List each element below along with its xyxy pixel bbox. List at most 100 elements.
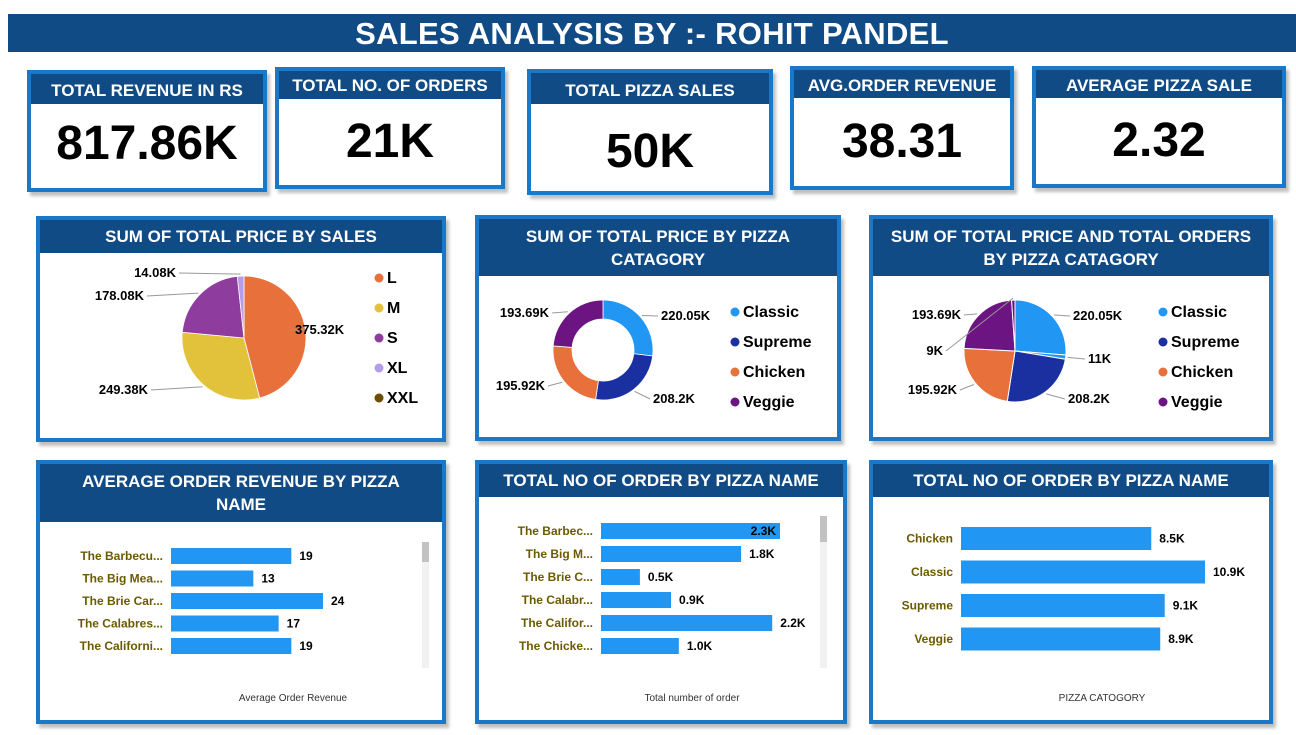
scrollbar[interactable] bbox=[422, 542, 429, 668]
category-label: Chicken bbox=[906, 532, 953, 546]
data-label: 0.9K bbox=[679, 593, 705, 607]
kpi-label: TOTAL REVENUE IN RS bbox=[31, 74, 263, 104]
bar bbox=[601, 569, 640, 585]
kpi-label: TOTAL PIZZA SALES bbox=[531, 73, 769, 104]
scrollbar-thumb[interactable] bbox=[820, 516, 827, 542]
leader-line bbox=[1067, 356, 1086, 360]
chart-title: SUM OF TOTAL PRICE AND TOTAL ORDERS BY P… bbox=[873, 219, 1269, 276]
scrollbar-thumb[interactable] bbox=[422, 542, 429, 562]
leader-line bbox=[547, 381, 563, 387]
legend-marker bbox=[730, 367, 740, 377]
data-label: 8.5K bbox=[1159, 532, 1185, 546]
data-label: 0.5K bbox=[648, 570, 674, 584]
leader-line bbox=[1046, 393, 1066, 400]
category-label: Supreme bbox=[902, 599, 954, 613]
pie-chart-price-and-orders: SUM OF TOTAL PRICE AND TOTAL ORDERS BY P… bbox=[869, 215, 1273, 441]
data-label: 2.3K bbox=[751, 524, 777, 538]
legend-marker bbox=[374, 363, 384, 373]
category-label: The Big M... bbox=[526, 547, 593, 561]
leader-line bbox=[146, 292, 199, 297]
category-label: The Brie C... bbox=[523, 570, 593, 584]
kpi-label: TOTAL NO. OF ORDERS bbox=[279, 71, 501, 99]
kpi-card-avg-order-revenue: AVG.ORDER REVENUE 38.31 bbox=[790, 66, 1014, 190]
chart-title: SUM OF TOTAL PRICE BY PIZZA CATAGORY bbox=[479, 219, 837, 276]
data-label: 9.1K bbox=[1173, 599, 1199, 613]
data-label: 220.05K bbox=[661, 308, 711, 323]
leader-line bbox=[178, 272, 241, 275]
category-label: The Chicke... bbox=[519, 639, 593, 653]
data-label: 19 bbox=[299, 639, 313, 653]
bar bbox=[171, 570, 254, 587]
scrollbar[interactable] bbox=[820, 516, 827, 668]
category-label: The Calabres... bbox=[78, 617, 163, 631]
legend-label: Veggie bbox=[743, 394, 795, 411]
legend-marker bbox=[374, 393, 384, 403]
data-label: 208.2K bbox=[1068, 391, 1111, 406]
chart-title: SUM OF TOTAL PRICE BY SALES bbox=[40, 220, 442, 253]
data-label: 195.92K bbox=[496, 378, 546, 393]
kpi-label: AVG.ORDER REVENUE bbox=[794, 70, 1010, 98]
pie-slice-classic bbox=[1014, 299, 1067, 356]
bar bbox=[961, 594, 1165, 617]
category-label: The Big Mea... bbox=[82, 572, 163, 586]
x-axis-label: Average Order Revenue bbox=[239, 693, 348, 704]
data-label: 1.0K bbox=[687, 639, 713, 653]
data-label: 1.8K bbox=[749, 547, 775, 561]
leader-line bbox=[945, 297, 1014, 352]
category-label: Veggie bbox=[914, 632, 953, 646]
x-axis-label: Total number of order bbox=[644, 693, 740, 704]
pie-slice-veggie bbox=[963, 299, 1016, 352]
legend-label: S bbox=[387, 330, 398, 347]
pie-chart-price-by-size: SUM OF TOTAL PRICE BY SALES 375.32K 249.3… bbox=[36, 216, 446, 442]
kpi-value: 38.31 bbox=[841, 115, 963, 168]
category-label: Classic bbox=[911, 565, 953, 579]
kpi-card-average-pizza-sale: AVERAGE PIZZA SALE 2.32 bbox=[1032, 66, 1286, 188]
x-axis-label: PIZZA CATOGORY bbox=[1059, 693, 1146, 704]
dashboard-title: SALES ANALYSIS BY :- ROHIT PANDEL bbox=[8, 14, 1296, 52]
chart-title: AVERAGE ORDER REVENUE BY PIZZA NAME bbox=[40, 464, 442, 522]
leader-line bbox=[959, 384, 975, 391]
bar bbox=[171, 638, 292, 654]
legend-marker bbox=[1158, 397, 1168, 407]
leader-line bbox=[963, 313, 978, 316]
chart-title: TOTAL NO OF ORDER BY PIZZA NAME bbox=[479, 464, 843, 497]
donut-slice-classic bbox=[602, 299, 654, 357]
legend-label: XXL bbox=[387, 390, 418, 407]
legend-marker bbox=[1158, 367, 1168, 377]
data-label: 11K bbox=[1088, 351, 1112, 366]
category-label: The Califor... bbox=[521, 616, 593, 630]
category-label: The Barbec... bbox=[518, 524, 593, 538]
legend-label: Supreme bbox=[743, 334, 812, 351]
bar bbox=[961, 527, 1152, 550]
bar bbox=[171, 615, 279, 632]
data-label: 193.69K bbox=[912, 307, 962, 322]
legend-marker bbox=[374, 303, 384, 313]
category-label: The Calabr... bbox=[522, 593, 593, 607]
pie-slice-supreme bbox=[1006, 350, 1066, 403]
kpi-card-total-pizza-sales: TOTAL PIZZA SALES 50K bbox=[527, 69, 773, 195]
pie-chart-svg: 220.05K 208.2K 195.92K 193.69K 11K 9K Classic S… bbox=[908, 297, 1240, 411]
legend-label: Supreme bbox=[1171, 334, 1240, 351]
pie-slice-veggie-orders bbox=[1011, 299, 1016, 352]
data-label: 9K bbox=[926, 343, 943, 358]
data-label: 17 bbox=[287, 617, 301, 631]
legend-marker bbox=[730, 337, 740, 347]
chart-title: TOTAL NO OF ORDER BY PIZZA NAME bbox=[873, 464, 1269, 497]
bar-chart-orders-by-category: TOTAL NO OF ORDER BY PIZZA NAME Chicken 8… bbox=[869, 460, 1273, 724]
data-label: 14.08K bbox=[134, 265, 177, 280]
legend-label: Classic bbox=[1171, 304, 1227, 321]
legend-label: Classic bbox=[743, 304, 799, 321]
bar bbox=[961, 627, 1161, 651]
donut-slice-supreme bbox=[595, 353, 654, 401]
donut-chart-price-by-category: SUM OF TOTAL PRICE BY PIZZA CATAGORY 220… bbox=[475, 215, 841, 441]
leader-line bbox=[634, 390, 651, 400]
data-label: 220.05K bbox=[1073, 308, 1123, 323]
pie-slice-m bbox=[181, 331, 261, 401]
legend-marker bbox=[730, 397, 740, 407]
kpi-value: 21K bbox=[345, 115, 435, 168]
data-label: 375.32K bbox=[295, 322, 345, 337]
data-label: 178.08K bbox=[95, 288, 145, 303]
bar-chart-avg-order-revenue: AVERAGE ORDER REVENUE BY PIZZA NAME The … bbox=[36, 460, 446, 724]
data-label: 19 bbox=[299, 549, 313, 563]
kpi-label: AVERAGE PIZZA SALE bbox=[1036, 70, 1282, 98]
